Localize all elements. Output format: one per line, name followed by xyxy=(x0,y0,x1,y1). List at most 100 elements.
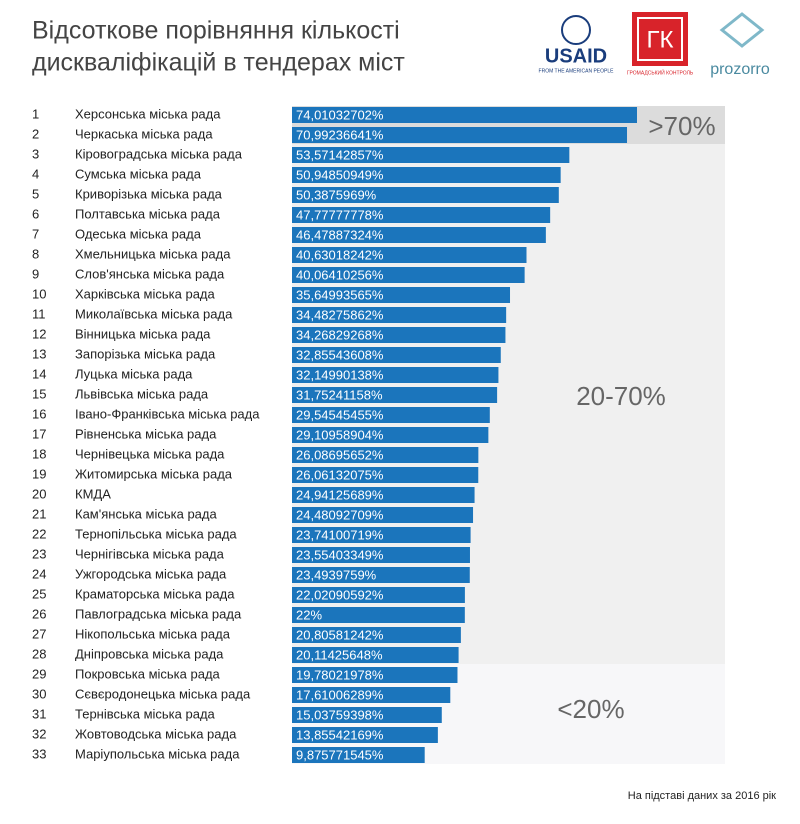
rank-label: 10 xyxy=(32,286,46,301)
category-label: Тернівська міська рада xyxy=(75,706,216,721)
logo-prozorro: prozorro xyxy=(710,12,770,78)
bar xyxy=(292,487,475,503)
logo-mark xyxy=(719,12,765,48)
rank-label: 17 xyxy=(32,426,46,441)
logo-usaid: USAID FROM THE AMERICAN PEOPLE xyxy=(539,15,614,74)
value-label: 34,26829268% xyxy=(296,327,384,342)
value-label: 29,54545455% xyxy=(296,407,384,422)
category-label: Одеська міська рада xyxy=(75,226,202,241)
bar xyxy=(292,187,559,203)
category-label: Харківська міська рада xyxy=(75,286,216,301)
value-label: 15,03759398% xyxy=(296,707,384,722)
rank-label: 1 xyxy=(32,106,39,121)
annotation: <20% xyxy=(557,694,624,724)
rank-label: 26 xyxy=(32,606,46,621)
rank-label: 5 xyxy=(32,186,39,201)
bar xyxy=(292,427,489,443)
category-label: Нікопольська міська рада xyxy=(75,626,231,641)
rank-label: 18 xyxy=(32,446,46,461)
rank-label: 7 xyxy=(32,226,39,241)
value-label: 40,06410256% xyxy=(296,267,384,282)
bar xyxy=(292,607,465,623)
category-label: Миколаївська міська рада xyxy=(75,306,233,321)
rank-label: 20 xyxy=(32,486,46,501)
bar xyxy=(292,247,527,263)
rank-label: 30 xyxy=(32,686,46,701)
bar xyxy=(292,447,479,463)
logo-text: USAID xyxy=(545,45,607,67)
value-label: 29,10958904% xyxy=(296,427,384,442)
category-label: Полтавська міська рада xyxy=(75,206,221,221)
value-label: 31,75241158% xyxy=(296,387,383,402)
value-label: 70,99236641% xyxy=(296,127,384,142)
value-label: 19,78021978% xyxy=(296,667,384,682)
value-label: 22% xyxy=(296,607,322,622)
value-label: 50,94850949% xyxy=(296,167,384,182)
logo-seal xyxy=(561,15,591,45)
category-label: Криворізька міська рада xyxy=(75,186,223,201)
category-label: Павлоградська міська рада xyxy=(75,606,242,621)
bar xyxy=(292,267,525,283)
rank-label: 25 xyxy=(32,586,46,601)
category-label: Хмельницька міська рада xyxy=(75,246,231,261)
value-label: 50,3875969% xyxy=(296,187,377,202)
bar xyxy=(292,667,458,683)
value-label: 9,875771545% xyxy=(296,747,384,762)
bar xyxy=(292,627,461,643)
logo-text: ГК xyxy=(647,26,674,53)
logo-text: prozorro xyxy=(710,61,770,78)
category-label: Рівненська міська рада xyxy=(75,426,217,441)
bar xyxy=(292,467,479,483)
bar xyxy=(292,287,511,303)
category-label: Чернівецька міська рада xyxy=(75,446,225,461)
bar xyxy=(292,207,551,223)
bar xyxy=(292,167,561,183)
bar xyxy=(292,647,459,663)
rank-label: 15 xyxy=(32,386,46,401)
bar xyxy=(292,347,501,363)
bar xyxy=(292,707,442,723)
rank-label: 6 xyxy=(32,206,39,221)
bar xyxy=(292,567,470,583)
value-label: 23,74100719% xyxy=(296,527,384,542)
category-label: Сєвєродонецька міська рада xyxy=(75,686,251,701)
category-label: Херсонська міська рада xyxy=(75,106,221,121)
rank-label: 29 xyxy=(32,666,46,681)
category-label: Івано-Франківська міська рада xyxy=(75,406,260,421)
rank-label: 27 xyxy=(32,626,46,641)
rank-label: 11 xyxy=(32,306,46,321)
bar xyxy=(292,127,628,143)
value-label: 26,08695652% xyxy=(296,447,384,462)
rank-label: 24 xyxy=(32,566,46,581)
value-label: 40,63018242% xyxy=(296,247,384,262)
category-label: Житомирська міська рада xyxy=(75,466,233,481)
rank-label: 32 xyxy=(32,726,46,741)
category-label: КМДА xyxy=(75,486,111,501)
category-label: Луцька міська рада xyxy=(75,366,193,381)
value-label: 46,47887324% xyxy=(296,227,384,242)
annotation: >70% xyxy=(648,111,715,141)
category-label: Слов'янська міська рада xyxy=(75,266,225,281)
bar xyxy=(292,527,471,543)
value-label: 47,77777778% xyxy=(296,207,384,222)
rank-label: 19 xyxy=(32,466,46,481)
rank-label: 3 xyxy=(32,146,39,161)
category-label: Ужгородська міська рада xyxy=(75,566,227,581)
bar xyxy=(292,387,498,403)
value-label: 35,64993565% xyxy=(296,287,384,302)
bar xyxy=(292,367,499,383)
logo-frame xyxy=(637,17,683,61)
value-label: 34,48275862% xyxy=(296,307,384,322)
bar xyxy=(292,727,438,743)
category-label: Черкаська міська рада xyxy=(75,126,213,141)
value-label: 20,11425648% xyxy=(296,647,383,662)
rank-label: 22 xyxy=(32,526,46,541)
value-label: 32,85543608% xyxy=(296,347,384,362)
value-label: 13,85542169% xyxy=(296,727,384,742)
category-label: Кам'янська міська рада xyxy=(75,506,217,521)
rank-label: 2 xyxy=(32,126,39,141)
rank-label: 9 xyxy=(32,266,39,281)
category-label: Вінницька міська рада xyxy=(75,326,211,341)
value-label: 32,14990138% xyxy=(296,367,384,382)
category-label: Львівська міська рада xyxy=(75,386,209,401)
